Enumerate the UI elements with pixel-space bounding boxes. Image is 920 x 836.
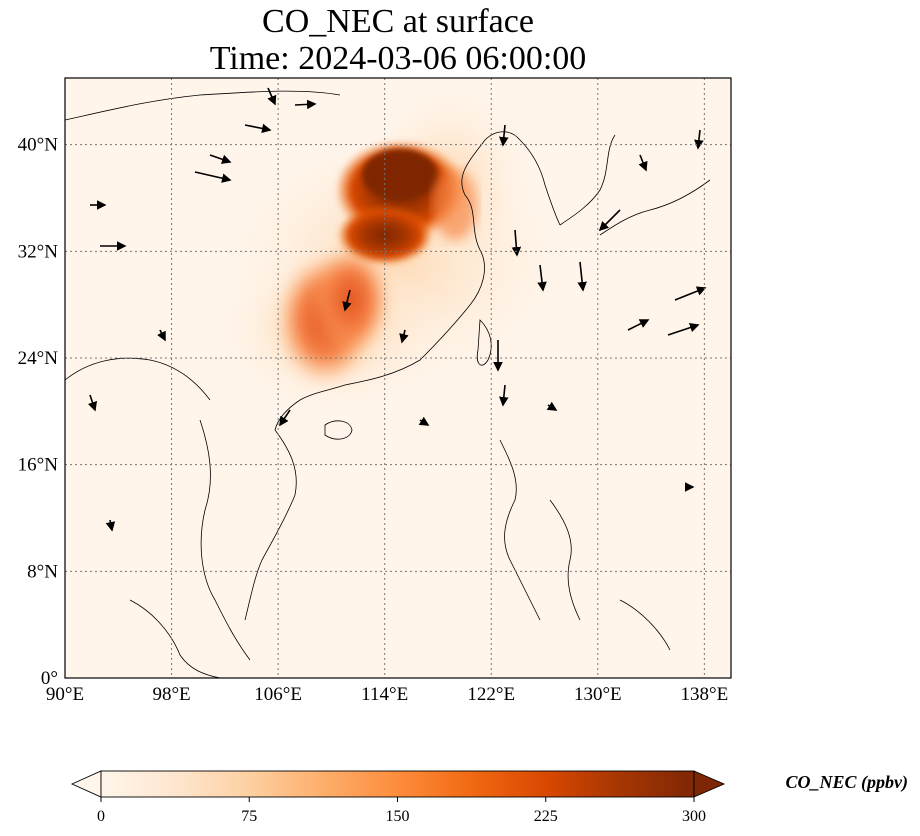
colorbar-tick-label: 0 <box>97 808 105 825</box>
wind-arrow <box>499 124 509 147</box>
longitude-tick-label: 114°E <box>361 684 408 705</box>
wind-arrow <box>577 261 587 292</box>
wind-arrow <box>537 264 547 292</box>
map-frame <box>64 77 732 679</box>
wind-arrow <box>267 87 277 106</box>
latitude-tick-label: 8°N <box>27 561 58 582</box>
wind-arrow <box>87 394 98 412</box>
colorbar-tick-label: 300 <box>682 808 706 825</box>
latitude-tick-labels: 0° 8°N 16°N 24°N 32°N 40°N <box>18 135 59 689</box>
colorbar-tick-label: 225 <box>534 808 558 825</box>
longitude-tick-label: 98°E <box>152 684 190 705</box>
colorbar-tick-label: 150 <box>386 808 410 825</box>
wind-arrow <box>694 129 704 150</box>
wind-arrow <box>598 209 621 232</box>
wind-arrow <box>399 329 409 344</box>
wind-arrow <box>157 329 166 342</box>
wind-arrow <box>244 123 272 134</box>
wind-arrow <box>342 289 352 312</box>
latitude-tick-label: 0° <box>41 668 58 689</box>
wind-arrow <box>499 384 509 407</box>
wind-arrow <box>546 401 558 411</box>
latitude-tick-label: 40°N <box>18 135 59 156</box>
colorbar: 0 75 150 225 300 CO_NEC (ppbv) <box>70 770 909 825</box>
wind-arrow <box>194 171 232 183</box>
wind-arrow <box>294 99 317 110</box>
concentration-field <box>205 78 585 420</box>
wind-arrow <box>667 322 700 336</box>
longitude-tick-label: 130°E <box>574 684 622 705</box>
colorbar-extend-min <box>70 770 102 798</box>
latitude-tick-label: 16°N <box>18 455 59 476</box>
longitude-tick-label: 90°E <box>46 684 84 705</box>
wind-arrow <box>674 286 707 301</box>
wind-arrow <box>279 409 291 427</box>
longitude-tick-label: 138°E <box>681 684 729 705</box>
latitude-tick-label: 24°N <box>18 348 59 369</box>
wind-arrow <box>105 519 116 532</box>
colorbar-extend-max <box>693 770 726 798</box>
colorbar-tick-label: 75 <box>241 808 257 825</box>
colorbar-gradient <box>100 770 695 798</box>
wind-arrow <box>627 319 650 331</box>
latitude-tick-label: 32°N <box>18 241 59 262</box>
longitude-tick-labels: 90°E 98°E 106°E 114°E 122°E 130°E 138°E <box>46 684 728 705</box>
wind-arrow <box>638 154 648 172</box>
longitude-tick-label: 106°E <box>254 684 302 705</box>
colorbar-label: CO_NEC (ppbv) <box>786 772 909 793</box>
wind-arrow <box>209 154 232 164</box>
map-title-line1: CO_NEC at surface <box>262 3 534 40</box>
coastlines <box>65 90 711 678</box>
graticule <box>65 78 731 678</box>
wind-arrow <box>418 416 430 426</box>
map-title-line2: Time: 2024-03-06 06:00:00 <box>209 40 587 77</box>
longitude-tick-label: 122°E <box>467 684 515 705</box>
